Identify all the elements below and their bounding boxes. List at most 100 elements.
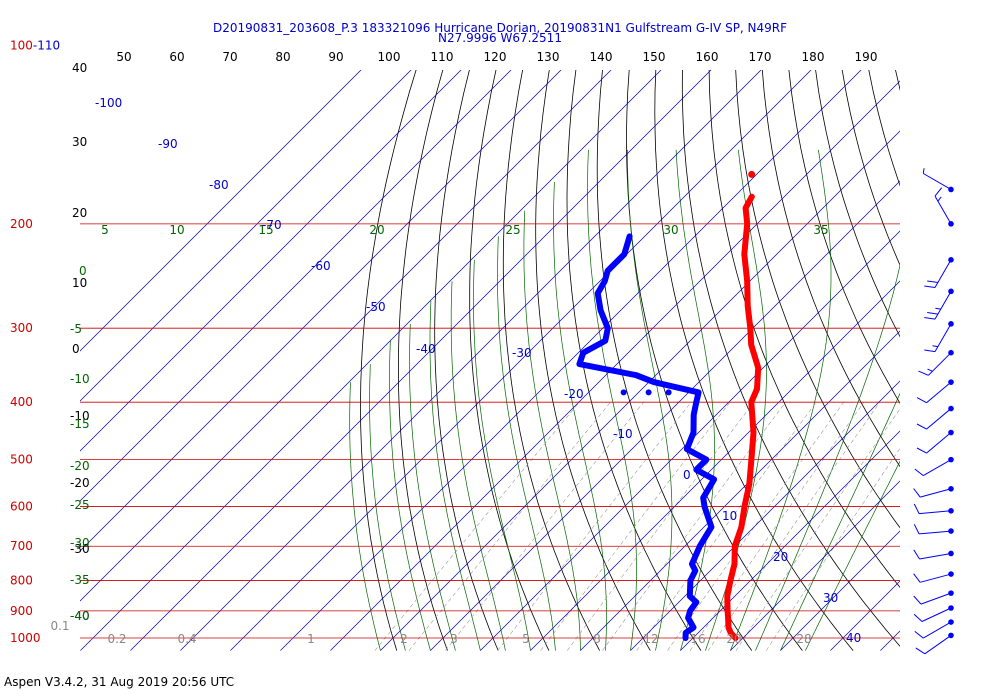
wind-barb-staff (919, 530, 952, 535)
isotherm-line (280, 70, 862, 651)
wind-barb-half-flag (937, 196, 942, 202)
moist-adiabat-line (389, 340, 431, 651)
temperature-label: -40 (416, 342, 436, 356)
wind-barb-flag (916, 397, 927, 404)
wind-barb-flag (934, 187, 943, 197)
wind-barb-flag (913, 549, 920, 560)
height-label: -30 (70, 542, 90, 556)
moist-adiabat-line (450, 281, 506, 651)
mixing-ratio-line (707, 402, 881, 651)
moist-adiabat-label: 25 (505, 223, 520, 237)
isotherm-line (430, 180, 900, 651)
top-scale-label: 50 (116, 50, 131, 64)
wind-barb-staff (923, 621, 952, 639)
height-label: 10 (72, 276, 87, 290)
pressure-label: 800 (10, 574, 33, 588)
moist-adiabat-label: 15 (258, 223, 273, 237)
mixing-ratio-label: 8 (593, 632, 601, 646)
wind-barb-flag (913, 573, 921, 583)
wind-barb-staff (919, 510, 952, 515)
temperature-label: -30 (512, 346, 532, 360)
pressure-label: 100-110 (10, 38, 60, 52)
wind-barb-half-flag (922, 168, 925, 174)
temperature-label: -80 (209, 178, 229, 192)
top-scale-label: 160 (696, 50, 719, 64)
mixing-ratio-label: 5 (522, 632, 530, 646)
wind-barb-staff (920, 592, 952, 605)
wind-barb-flag (927, 312, 938, 315)
dry-adiabat-line (761, 70, 900, 468)
isotherm-line (80, 70, 612, 602)
wind-barb-station-dot (948, 429, 954, 436)
dry-adiabat-label: -10 (70, 372, 90, 386)
height-label: 20 (72, 206, 87, 220)
isotherm-line (80, 70, 362, 352)
dry-adiabat-line (566, 70, 702, 651)
dry-adiabat-line (895, 70, 900, 92)
pressure-label: 1000 (10, 631, 41, 645)
dry-adiabat-label: 0 (79, 264, 87, 278)
wind-barb-flag (913, 524, 920, 535)
dry-adiabat-line (916, 46, 1000, 651)
wind-barb-station-dot (948, 619, 954, 625)
isotherm-line (480, 230, 900, 651)
wind-barb-flag (913, 503, 920, 514)
chart-title-line1: D20190831_203608_P.3 183321096 Hurricane… (212, 21, 788, 35)
wind-barb-flag (914, 631, 924, 639)
temperature-label: -10 (613, 427, 633, 441)
isotherm-line (80, 70, 662, 651)
moist-adiabat-line (497, 236, 556, 651)
mixing-ratio-line (540, 402, 731, 651)
top-scale-label: 90 (328, 50, 343, 64)
isotherm-line (680, 430, 900, 651)
wind-barb-station-dot (948, 590, 954, 596)
wind-barb-staff (923, 459, 952, 477)
dry-adiabat-line (535, 70, 651, 651)
wind-barb-station-dot (948, 257, 954, 263)
dry-adiabat-line (994, 46, 1000, 651)
wind-barb-station-dot (948, 288, 954, 295)
wind-barb-flag (914, 468, 924, 476)
wind-barb-staff (934, 291, 952, 320)
wind-barb-half-flag (927, 368, 933, 372)
wind-barb-flag (924, 317, 936, 320)
dry-adiabat-label: -20 (70, 459, 90, 473)
wind-barb-flag (915, 647, 926, 655)
wind-barb-station-dot (948, 528, 954, 534)
wind-barb-staff (924, 635, 952, 655)
wind-barb-station-dot (948, 605, 954, 611)
isotherm-line (630, 380, 900, 651)
mixing-ratio-label: 2 (400, 632, 408, 646)
isotherm-line (230, 70, 812, 651)
pressure-label: 600 (10, 500, 33, 514)
wind-barb-flag (927, 280, 938, 283)
dry-adiabat-line (735, 70, 900, 529)
wind-barb-station-dot (948, 221, 954, 227)
dry-adiabat-label: -40 (70, 609, 90, 623)
wind-barb-flag (913, 595, 922, 605)
mixing-ratio-line (689, 402, 865, 651)
moist-adiabat-label: 5 (101, 223, 109, 237)
dry-adiabat-line (398, 70, 448, 651)
dry-adiabat-line (681, 70, 900, 647)
dewpoint-extra-point (620, 389, 627, 396)
dry-adiabat-label: -25 (70, 498, 90, 512)
wind-barb-flag (913, 613, 923, 622)
isotherm-line (80, 70, 512, 502)
wind-barb-station-dot (948, 508, 954, 514)
top-scale-label: 170 (749, 50, 772, 64)
plot-area (80, 46, 1000, 651)
wind-barb-staff (928, 352, 952, 376)
wind-barb-station-dot (948, 379, 954, 385)
isotherm-line (80, 70, 412, 402)
wind-barb-station-dot (948, 456, 954, 463)
wind-barb-flag (916, 423, 927, 430)
top-scale-label: 100 (378, 50, 401, 64)
temperature-label: -50 (366, 300, 386, 314)
dry-adiabat-line (868, 70, 900, 187)
wind-barb-station-dot (948, 550, 954, 557)
wind-barb-staff (934, 323, 952, 352)
isotherm-line (80, 70, 462, 452)
mixing-ratio-label: 16 (690, 632, 705, 646)
height-label: -20 (70, 476, 90, 490)
